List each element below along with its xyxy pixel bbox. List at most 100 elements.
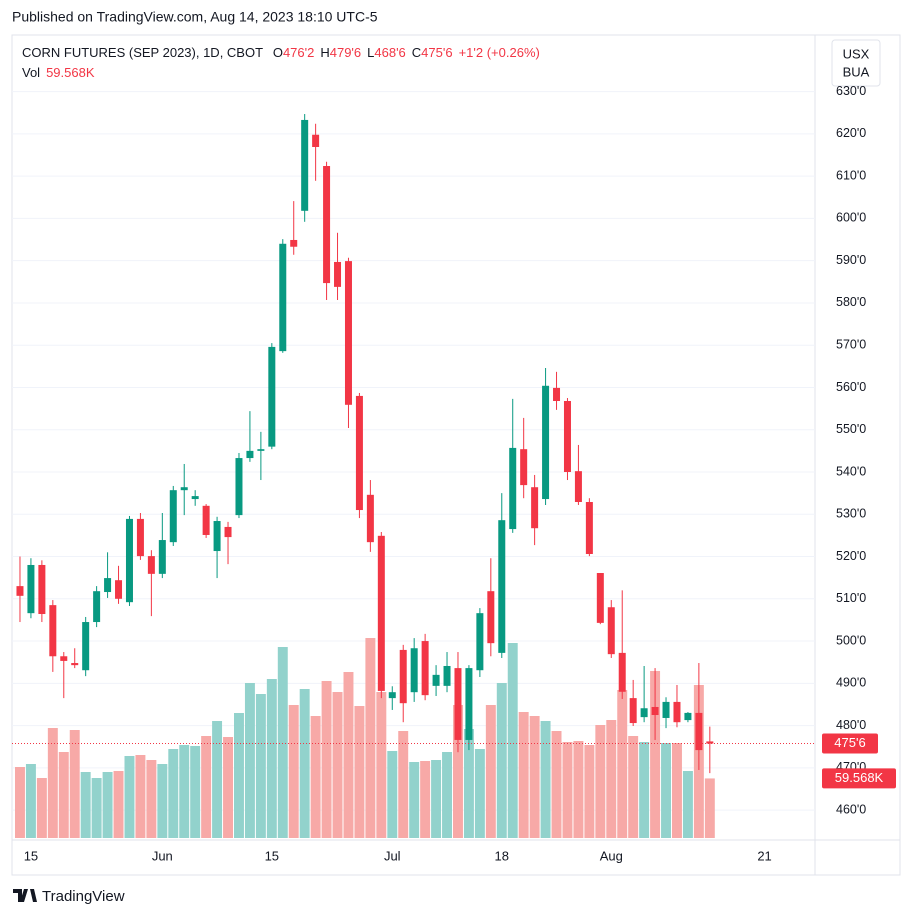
volume-value: 59.568K	[46, 65, 95, 80]
volume-bar	[376, 692, 387, 838]
x-tick-label: 21	[757, 848, 771, 863]
volume-bar	[595, 725, 606, 838]
candle-body	[542, 385, 550, 500]
brand-name: TradingView	[42, 888, 125, 905]
candle-body	[268, 346, 276, 447]
candle-body	[60, 656, 68, 661]
candle-body	[585, 502, 593, 554]
candle-body	[355, 395, 363, 511]
candle-body	[607, 607, 615, 655]
y-tick-label: 530'0	[836, 507, 866, 521]
ohlc-value: 476'2	[283, 45, 314, 60]
volume-bar	[650, 671, 661, 838]
volume-bar	[179, 745, 190, 838]
plot-area	[12, 91, 815, 838]
y-tick-label: 630'0	[836, 84, 866, 98]
volume-bar	[617, 690, 628, 838]
volume-bar	[474, 749, 485, 838]
last-price-tag	[822, 733, 878, 754]
candle-body	[191, 496, 199, 500]
volume-bar	[234, 713, 244, 838]
volume-bar	[463, 729, 474, 838]
volume-bar	[80, 772, 91, 838]
unit-box: USX BUA	[831, 39, 881, 87]
volume-bar	[47, 728, 58, 838]
volume-bar	[91, 778, 102, 838]
candle-body	[454, 668, 462, 740]
volume-bar	[102, 772, 113, 838]
y-tick-label: 610'0	[836, 168, 866, 182]
volume-bar	[442, 752, 452, 838]
volume-bar	[420, 761, 431, 838]
volume-bar	[223, 737, 233, 838]
y-tick-label: 540'0	[836, 464, 866, 478]
candle-body	[246, 450, 254, 459]
volume-bar	[343, 672, 354, 838]
candle-body	[377, 535, 385, 691]
volume-bar	[157, 764, 168, 838]
volume-bar	[409, 762, 420, 838]
candle-body	[224, 526, 232, 538]
y-tick-label: 580'0	[836, 295, 866, 309]
volume-name: Vol	[22, 65, 40, 80]
candle-body	[465, 668, 473, 740]
volume-bar	[332, 692, 343, 838]
candle-body	[651, 706, 659, 716]
volume-bar	[606, 720, 617, 838]
candle-body	[596, 573, 604, 623]
candle-body	[640, 708, 648, 718]
chart-frame	[11, 34, 901, 876]
volume-tag	[822, 768, 896, 789]
candle-body	[290, 239, 298, 247]
candle-body	[684, 712, 692, 721]
candle-body	[257, 449, 265, 451]
candle-body	[93, 591, 101, 623]
candle-body	[388, 692, 396, 699]
volume-bar	[672, 743, 682, 838]
volume-bar	[704, 778, 715, 838]
volume-bar	[529, 716, 540, 838]
volume-bar	[299, 689, 310, 838]
candle-body	[104, 578, 112, 593]
candle-body	[706, 741, 714, 744]
volume-bar	[398, 731, 409, 838]
candle-body	[71, 663, 79, 666]
candle-body	[695, 712, 703, 751]
volume-bar	[36, 778, 47, 838]
candle-body	[180, 487, 188, 491]
candle-body	[498, 520, 506, 653]
volume-bar	[124, 756, 135, 838]
x-tick-label: Jul	[384, 848, 401, 863]
legend-line: CORN FUTURES (SEP 2023), 1D, CBOT O476'2 H…	[22, 45, 540, 60]
ohlc-key: L	[367, 45, 374, 60]
y-tick-label: 560'0	[836, 380, 866, 394]
y-tick-label: 480'0	[836, 718, 866, 732]
unit-line: BUA	[843, 64, 870, 79]
volume-bar	[682, 771, 693, 838]
volume-bar	[387, 751, 398, 838]
candle-body	[49, 605, 57, 657]
volume-bar	[628, 736, 639, 838]
volume-bar	[354, 706, 365, 838]
ohlc-key: O	[273, 45, 283, 60]
candle-body	[279, 243, 287, 352]
candle-body	[520, 449, 528, 486]
symbol: CORN FUTURES (SEP 2023), 1D, CBOT	[22, 45, 263, 60]
volume-bar	[25, 764, 36, 838]
x-tick-label: 18	[495, 848, 509, 863]
volume-bar	[661, 743, 671, 838]
candle-body	[618, 652, 626, 692]
candle-body	[629, 698, 637, 724]
candle-body	[421, 641, 429, 696]
volume-bar	[321, 681, 332, 838]
y-tick-label: 600'0	[836, 211, 866, 225]
y-tick-label: 590'0	[836, 253, 866, 267]
candle-body	[301, 119, 309, 211]
candle-body	[312, 134, 320, 147]
volume-bar	[431, 760, 442, 838]
volume-bar	[266, 679, 277, 838]
unit-box-frame	[831, 39, 881, 87]
volume-bar	[496, 683, 507, 838]
y-tick-label: 500'0	[836, 633, 866, 647]
y-tick-label: 520'0	[836, 549, 866, 563]
